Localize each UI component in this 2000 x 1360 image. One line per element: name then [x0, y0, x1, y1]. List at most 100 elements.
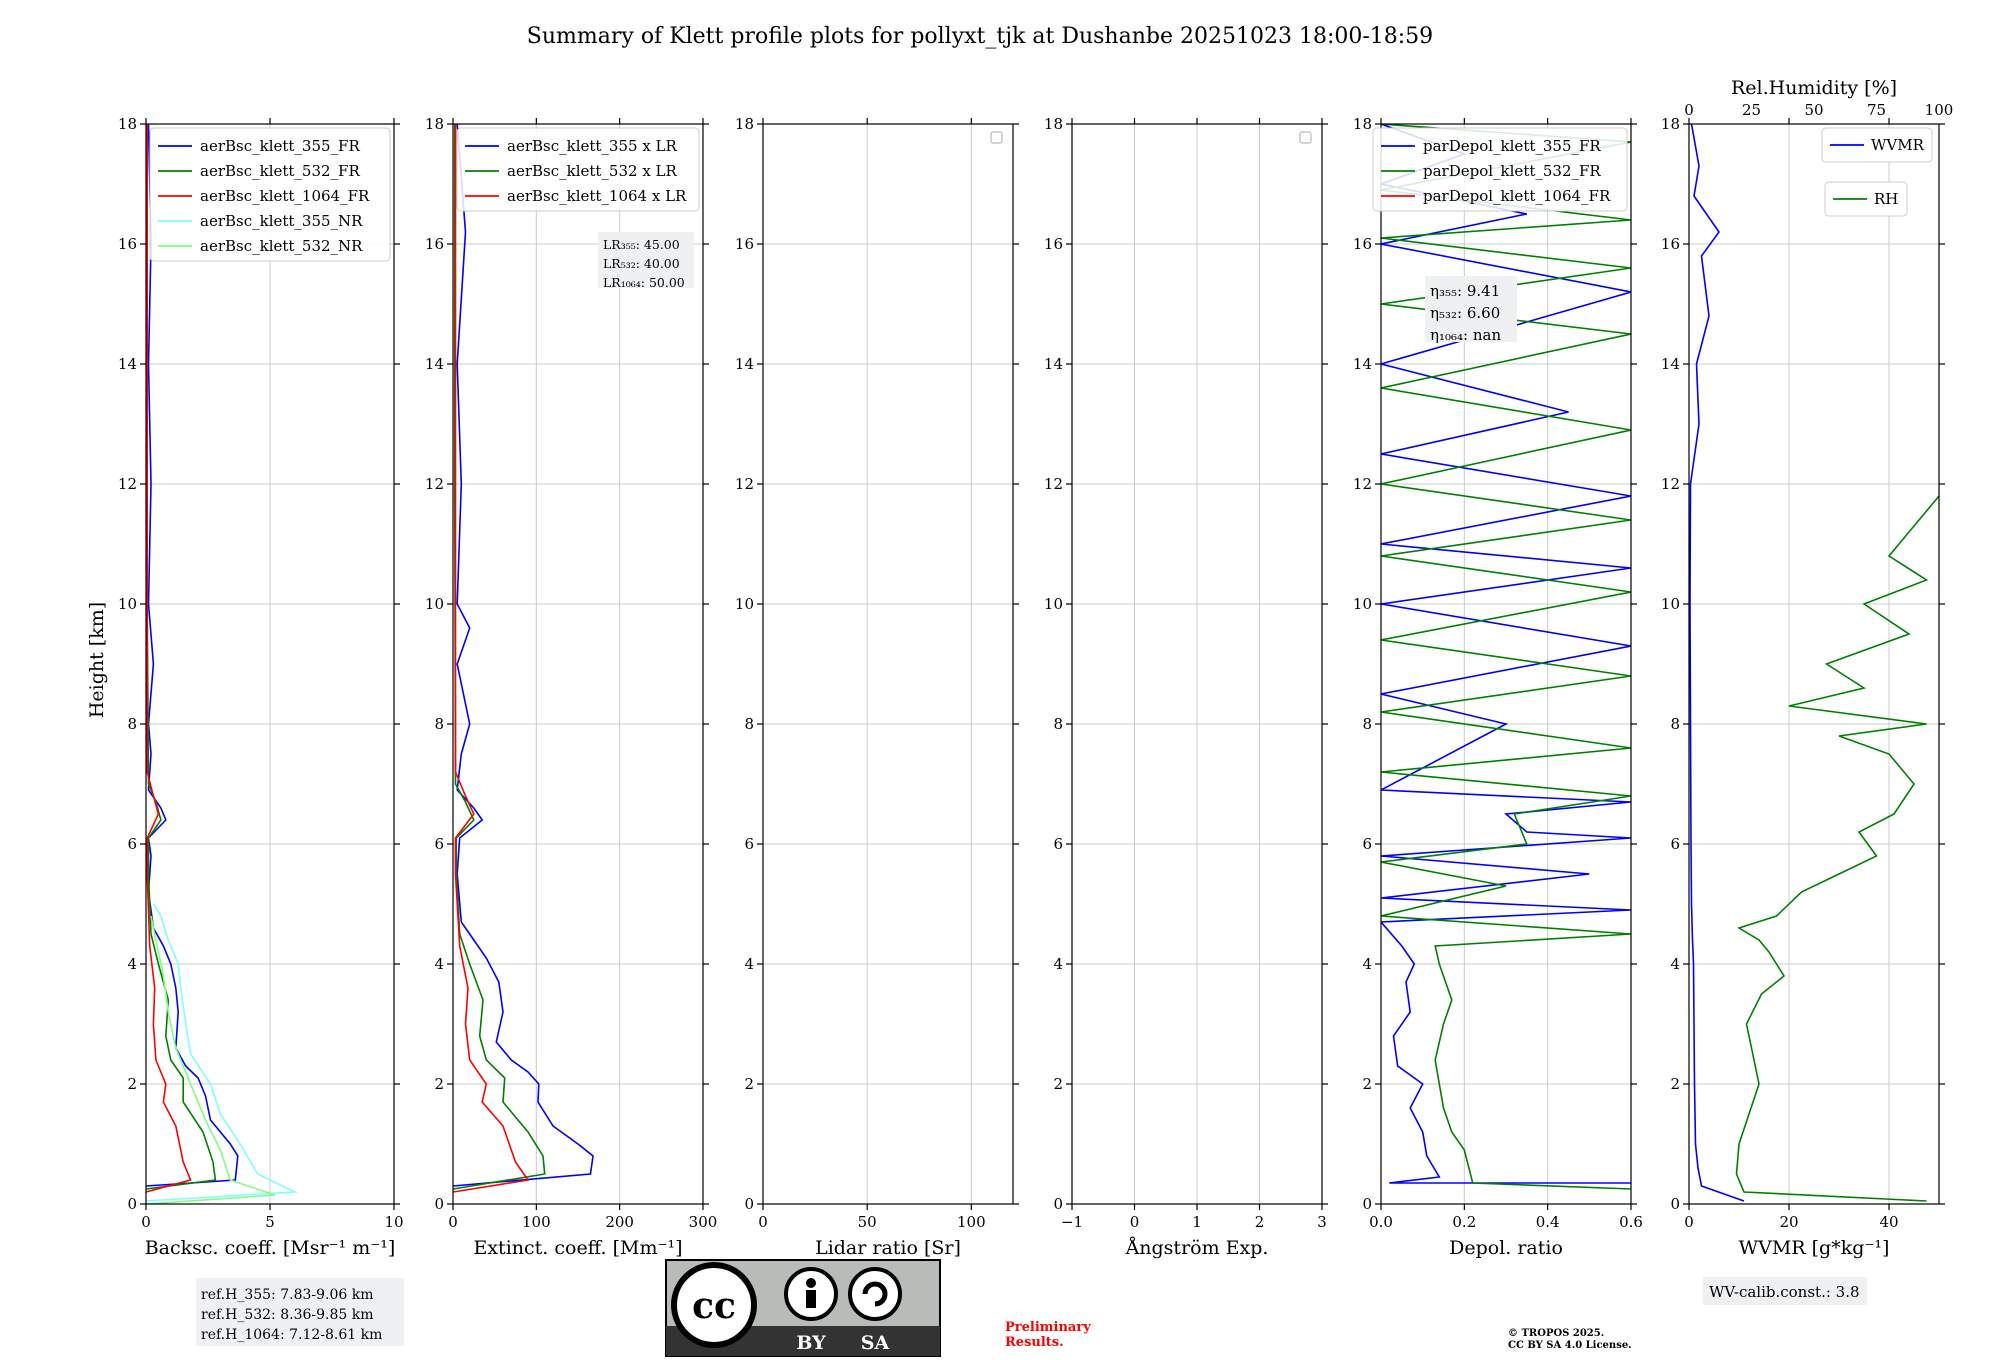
x2-tick-label: 75	[1867, 101, 1886, 119]
preliminary-line-2: Results.	[1005, 1335, 1064, 1350]
panel-2: 0 2 4 6 8 10 12 14 16 18 0 50 100 Lidar ratio [Sr]	[735, 115, 1019, 1259]
y-tick-label: 0	[744, 1195, 754, 1213]
person-body-icon	[806, 1290, 816, 1308]
y-tick-label: 0	[1670, 1195, 1680, 1213]
legend-label: parDepol_klett_1064_FR	[1423, 187, 1611, 205]
y-tick-label: 8	[1670, 715, 1680, 733]
y-tick-label: 4	[1362, 955, 1372, 973]
y-tick-label: 14	[1661, 355, 1680, 373]
x-tick-label: 0.4	[1536, 1213, 1560, 1231]
person-head-icon	[806, 1278, 816, 1288]
y-tick-label: 4	[127, 955, 137, 973]
series-line-WVMR	[1689, 124, 1745, 1202]
y-tick-label: 12	[1661, 475, 1680, 493]
x2-tick-label: 100	[1925, 101, 1954, 119]
x-tick-label: 0	[1684, 1213, 1694, 1231]
share-alike-arrow-icon	[862, 1281, 888, 1307]
y-tick-label: 6	[1670, 835, 1680, 853]
legend-label: aerBsc_klett_532 x LR	[507, 162, 678, 180]
series-line-RH	[1735, 495, 1939, 1202]
x-axis-label: Extinct. coeff. [Mm⁻¹]	[473, 1237, 682, 1259]
legend: parDepol_klett_355_FR parDepol_klett_532_…	[1372, 127, 1628, 212]
series-line-aerBsc_klett_355_NR	[146, 903, 298, 1202]
legend-label: aerBsc_klett_355_FR	[200, 137, 360, 155]
preliminary-line-1: Preliminary	[1005, 1320, 1091, 1335]
y-tick-label: 12	[425, 475, 444, 493]
x-tick-label: 100	[957, 1213, 986, 1231]
x-axis-label: Ångström Exp.	[1125, 1237, 1269, 1259]
y-tick-label: 10	[425, 595, 444, 613]
wv-calib-bg	[1703, 1277, 1867, 1305]
y-tick-label: 0	[127, 1195, 137, 1213]
series-line-parDepol_klett_532_FR	[1381, 124, 1631, 1190]
x-tick-label: 100	[522, 1213, 551, 1231]
y-tick-label: 4	[744, 955, 754, 973]
eta-box-bg	[1425, 276, 1517, 342]
y-tick-label: 16	[118, 235, 137, 253]
y-tick-label: 14	[425, 355, 444, 373]
series-line-aerBsc_klett_1064 x LR	[453, 124, 530, 1193]
series-line-parDepol_klett_355_FR	[1381, 124, 1631, 1184]
legend-box	[1372, 127, 1628, 212]
cc-icon	[671, 1262, 757, 1348]
y-tick-label: 2	[1053, 1075, 1063, 1093]
x-tick-label: 200	[605, 1213, 634, 1231]
x-tick-label: 2	[1255, 1213, 1265, 1231]
empty-legend	[990, 131, 1003, 144]
x-tick-label: 300	[689, 1213, 718, 1231]
legend-box	[149, 127, 391, 262]
empty-legend	[1299, 131, 1312, 144]
y-tick-label: 16	[735, 235, 754, 253]
lr-box-line: LR₁₀₆₄: 50.00	[603, 275, 685, 290]
y-tick-label: 18	[425, 115, 444, 133]
x-axis-label: Backsc. coeff. [Msr⁻¹ m⁻¹]	[145, 1237, 396, 1259]
x-axis-label: WVMR [g*kg⁻¹]	[1739, 1237, 1890, 1259]
y-tick-label: 4	[1670, 955, 1680, 973]
lr-box-bg	[598, 232, 694, 288]
legend-label: aerBsc_klett_1064_FR	[200, 187, 370, 205]
y-tick-label: 18	[1044, 115, 1063, 133]
y-tick-label: 14	[118, 355, 137, 373]
plot-frame	[452, 123, 704, 1205]
legend-label: aerBsc_klett_532_FR	[200, 162, 360, 180]
legend-label: aerBsc_klett_1064 x LR	[507, 187, 687, 205]
y-tick-label: 6	[127, 835, 137, 853]
y-tick-label: 4	[434, 955, 444, 973]
wv-calib-text: WV-calib.const.: 3.8	[1709, 1283, 1860, 1301]
y-tick-label: 10	[735, 595, 754, 613]
y-tick-label: 16	[1353, 235, 1372, 253]
x-tick-label: 40	[1879, 1213, 1898, 1231]
x2-axis-label: Rel.Humidity [%]	[1731, 77, 1897, 99]
figure-title: Summary of Klett profile plots for polly…	[527, 24, 1433, 49]
x-tick-label: 0	[141, 1213, 151, 1231]
plot-frame	[1380, 123, 1632, 1205]
x-tick-label: 10	[384, 1213, 403, 1231]
y-tick-label: 16	[1044, 235, 1063, 253]
y-tick-label: 6	[434, 835, 444, 853]
x-tick-label: 20	[1779, 1213, 1798, 1231]
panel-1: 0 2 4 6 8 10 12 14 16 18 0 100 200 300 Extinct. coeff.…	[425, 115, 717, 1259]
y-tick-label: 12	[1044, 475, 1063, 493]
x-tick-label: 3	[1317, 1213, 1327, 1231]
x-axis-label: Depol. ratio	[1449, 1237, 1563, 1259]
refh-line-3: ref.H_1064: 7.12-8.61 km	[201, 1327, 382, 1343]
y-tick-label: 18	[118, 115, 137, 133]
copyright-line-2: CC BY SA 4.0 License.	[1508, 1340, 1632, 1351]
legend-box	[1821, 127, 1933, 163]
legend-label: aerBsc_klett_355_NR	[200, 212, 363, 230]
cc-by-label: BY	[796, 1332, 826, 1354]
y-tick-label: 14	[1044, 355, 1063, 373]
lr-box-line: LR₃₅₅: 45.00	[603, 237, 680, 252]
y-tick-label: 6	[1053, 835, 1063, 853]
y-tick-label: 2	[744, 1075, 754, 1093]
eta-box-line: η₁₀₆₄: nan	[1430, 326, 1501, 344]
plot-frame	[1688, 123, 1940, 1205]
x2-tick-label: 25	[1742, 101, 1761, 119]
y-tick-label: 0	[434, 1195, 444, 1213]
y-tick-label: 8	[434, 715, 444, 733]
y-tick-label: 8	[1053, 715, 1063, 733]
legend: aerBsc_klett_355 x LR aerBsc_klett_532 x …	[456, 127, 700, 212]
